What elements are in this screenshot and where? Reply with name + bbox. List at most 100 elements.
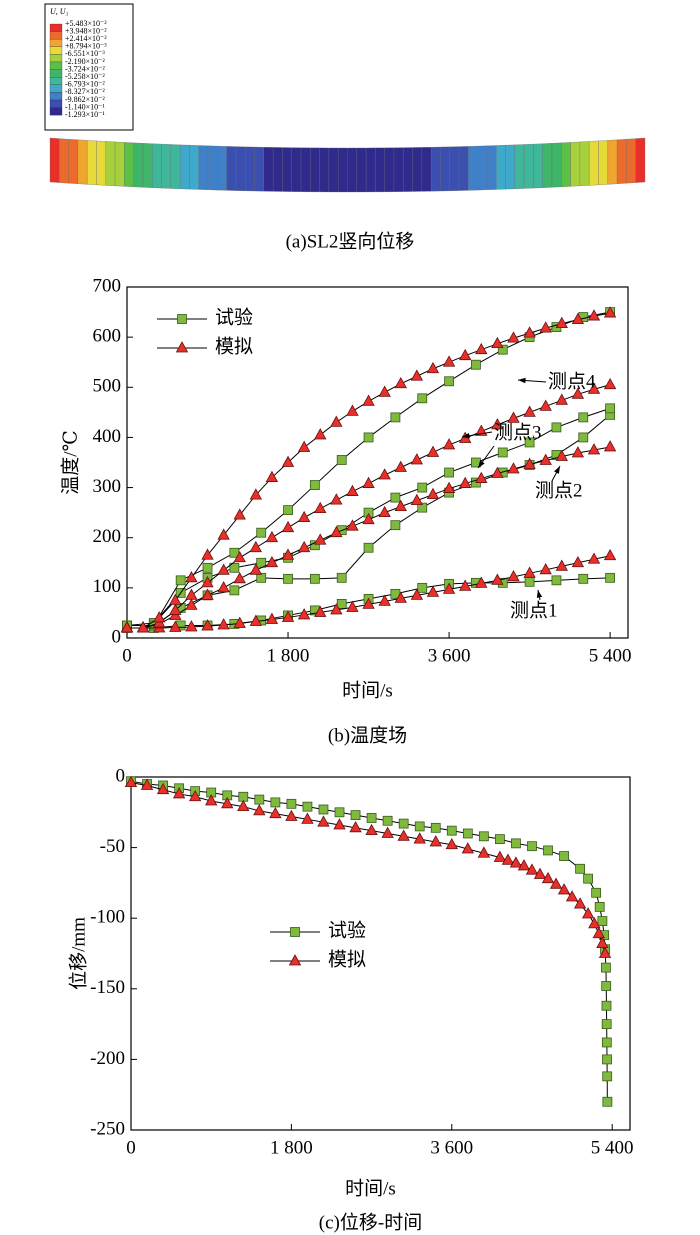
data-point <box>571 387 585 399</box>
x-tick-label: 5 400 <box>591 1137 634 1158</box>
data-point <box>571 555 585 568</box>
data-point <box>185 570 198 583</box>
data-point <box>378 385 391 397</box>
data-point <box>378 505 391 518</box>
legend-swatch <box>49 46 63 55</box>
beam-segment <box>49 137 60 183</box>
data-point <box>410 453 424 465</box>
data-point <box>458 348 472 361</box>
beam-segment <box>310 147 320 193</box>
data-point <box>390 492 401 503</box>
data-point <box>442 481 456 493</box>
data-point <box>592 926 605 939</box>
data-point <box>501 853 515 865</box>
legend-swatch <box>49 54 63 63</box>
data-point <box>410 588 424 600</box>
data-point <box>596 936 609 949</box>
beam-segment <box>514 144 525 189</box>
data-point <box>598 946 612 958</box>
beam-segment <box>170 144 181 189</box>
y-tick-label: 700 <box>93 275 122 296</box>
y-tick-label: -250 <box>90 1118 125 1139</box>
beam-segment <box>68 139 79 184</box>
data-point <box>601 981 612 991</box>
data-point <box>281 548 295 560</box>
beam-segment <box>198 145 209 190</box>
data-point <box>587 443 601 455</box>
data-point <box>543 845 553 856</box>
data-point <box>136 621 150 633</box>
data-point <box>237 799 250 812</box>
beam-segment <box>161 143 172 189</box>
data-point <box>461 842 475 854</box>
data-point <box>442 582 456 594</box>
data-point <box>169 603 182 615</box>
beam-segment <box>598 140 608 186</box>
legend-label: -1.140×10⁻¹ <box>65 102 105 111</box>
data-point <box>309 573 320 584</box>
beam-segment <box>505 144 515 190</box>
beam-segment <box>263 147 274 192</box>
beam-segment <box>589 140 599 186</box>
beam-segment <box>616 139 627 184</box>
data-point <box>229 585 240 596</box>
beam-segment <box>486 145 497 190</box>
data-point <box>571 446 585 458</box>
beam-segment <box>523 143 534 189</box>
y-tick-label: 600 <box>93 326 122 347</box>
data-point <box>475 471 488 483</box>
x-tick-label: 5 400 <box>589 645 632 666</box>
y-tick-label: -150 <box>90 977 125 998</box>
data-point <box>493 850 507 862</box>
data-point <box>185 588 198 600</box>
beam-segment <box>477 145 488 191</box>
legend-swatch <box>49 61 63 70</box>
data-point <box>602 1071 613 1082</box>
data-point <box>491 466 504 478</box>
arrow-head <box>518 377 526 384</box>
data-point <box>491 418 504 430</box>
data-point <box>394 460 407 472</box>
data-point <box>458 579 472 591</box>
beam-segment <box>87 140 97 186</box>
data-point <box>330 525 343 538</box>
data-point <box>555 316 568 329</box>
data-point <box>318 804 329 815</box>
data-point <box>233 616 246 628</box>
data-point <box>254 794 265 805</box>
data-point <box>603 306 617 318</box>
data-point <box>414 821 425 832</box>
beam-segment <box>393 147 404 192</box>
data-point <box>539 399 552 411</box>
data-point <box>442 355 456 367</box>
legend-label: -2.190×10⁻² <box>65 57 105 66</box>
annotation: 测点3 <box>494 421 542 443</box>
data-point <box>555 559 568 571</box>
legend-swatch <box>49 99 63 108</box>
data-point <box>217 528 230 540</box>
data-point <box>233 550 246 563</box>
beam-segment <box>133 142 144 188</box>
beam-segment <box>449 146 460 191</box>
data-point <box>601 1000 612 1011</box>
y-tick-label: -50 <box>100 836 125 857</box>
data-point <box>565 890 579 902</box>
beam-segment <box>403 147 413 192</box>
y-tick-label: 500 <box>93 376 122 397</box>
data-point <box>202 562 213 573</box>
data-point <box>497 344 508 355</box>
data-point <box>417 582 428 593</box>
data-point <box>507 331 520 343</box>
beam-segment <box>431 146 441 192</box>
beam-segment <box>542 143 553 188</box>
legend-label: -3.724×10⁻² <box>65 64 105 73</box>
data-point <box>390 520 401 531</box>
data-point <box>588 917 601 929</box>
data-point <box>444 376 454 387</box>
data-point <box>533 867 547 879</box>
data-point <box>591 887 602 898</box>
y-tick-label: 200 <box>93 526 122 547</box>
data-point <box>283 505 293 516</box>
data-point <box>426 487 440 499</box>
data-point <box>524 437 535 448</box>
